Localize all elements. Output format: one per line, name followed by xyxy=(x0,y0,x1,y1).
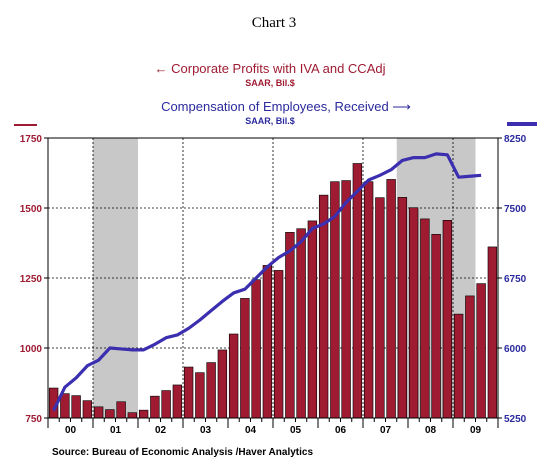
profits-bar xyxy=(150,395,160,419)
profits-bar xyxy=(487,246,498,419)
right-axis-tick-label: 7500 xyxy=(504,204,527,215)
recession-shade-0 xyxy=(93,138,138,418)
left-axis-tick-label: 750 xyxy=(25,414,42,425)
profits-bar xyxy=(82,400,93,419)
right-axis-tick-label: 6000 xyxy=(504,344,527,355)
left-axis-tick-label: 1750 xyxy=(20,134,43,145)
profits-bar xyxy=(116,401,126,419)
left-axis-tick-label: 1500 xyxy=(20,204,43,215)
profits-bar xyxy=(420,218,430,419)
profits-bar xyxy=(307,220,318,419)
profits-bar xyxy=(105,409,115,419)
profits-bar xyxy=(476,283,486,419)
right-axis-tick-label: 5250 xyxy=(504,414,527,425)
profits-bar xyxy=(71,395,81,419)
x-axis-tick-label: 05 xyxy=(290,425,302,436)
profits-bar xyxy=(465,295,475,419)
profits-bar xyxy=(195,372,205,419)
profits-bar xyxy=(60,393,70,419)
profits-bar xyxy=(453,313,464,419)
profits-bar xyxy=(296,228,306,419)
source-note: Source: Bureau of Economic Analysis /Hav… xyxy=(52,447,313,458)
profits-bar xyxy=(431,234,441,419)
compensation-line xyxy=(52,152,482,412)
profits-bar xyxy=(93,406,104,419)
left-axis-tick-label: 1000 xyxy=(20,344,43,355)
profits-legend-label: ← Corporate Profits with IVA and CCAdj xyxy=(155,61,386,76)
profits-bar xyxy=(217,349,228,419)
profits-bar xyxy=(183,366,194,419)
profits-bar xyxy=(375,197,385,419)
profits-bar xyxy=(352,163,363,419)
profits-bar xyxy=(397,197,408,419)
profits-bar xyxy=(127,412,138,419)
right-axis-tick-label: 8250 xyxy=(504,134,527,145)
x-axis-tick-label: 09 xyxy=(470,425,482,436)
profits-legend-units: SAAR, Bil.$ xyxy=(245,78,295,88)
profits-bar xyxy=(228,333,239,419)
profits-bar xyxy=(138,409,149,419)
right-axis-tick-label: 6750 xyxy=(504,274,527,285)
profits-bar xyxy=(341,180,351,419)
profits-bar xyxy=(273,270,284,419)
profits-bar xyxy=(251,279,261,419)
chart-number-title: Chart 3 xyxy=(252,15,297,31)
x-axis-tick-label: 04 xyxy=(245,425,257,436)
left-axis-tick-label: 1250 xyxy=(20,274,43,285)
profits-bar xyxy=(386,179,396,419)
profits-bar xyxy=(262,265,273,419)
profits-bar xyxy=(408,207,419,419)
x-axis-tick-label: 07 xyxy=(380,425,392,436)
profits-bar xyxy=(363,181,374,419)
profits-bar xyxy=(442,220,453,419)
plot-area: 750 1000 1250 1500 1750 5250 6000 6750 7500 8250 0… xyxy=(20,134,527,436)
profits-bar xyxy=(161,390,171,419)
x-axis-tick-label: 08 xyxy=(425,425,437,436)
x-axis-tick-label: 00 xyxy=(65,425,77,436)
x-axis-tick-label: 06 xyxy=(335,425,347,436)
comp-legend-label: Compensation of Employees, Received ⟶ xyxy=(161,99,411,114)
profits-bar xyxy=(172,384,183,419)
x-axis-tick-label: 02 xyxy=(155,425,167,436)
profits-bar xyxy=(285,232,295,419)
profits-bar xyxy=(318,194,329,419)
comp-legend-units: SAAR, Bil.$ xyxy=(245,116,295,126)
x-axis-tick-label: 03 xyxy=(200,425,212,436)
x-axis-tick-label: 01 xyxy=(110,425,122,436)
profits-bar xyxy=(206,362,216,419)
profits-bar xyxy=(240,298,250,419)
